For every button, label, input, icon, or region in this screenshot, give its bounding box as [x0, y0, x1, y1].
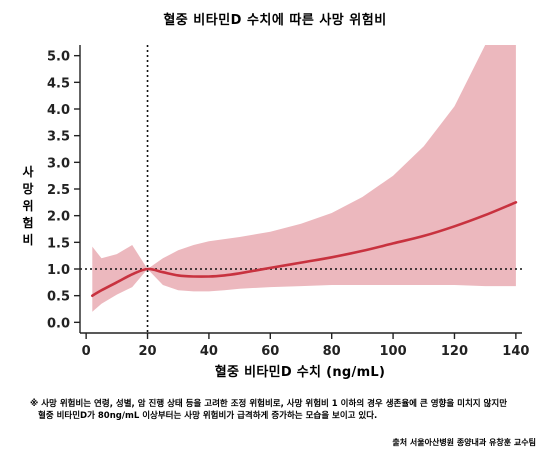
y-tick-label: 3.5 — [47, 130, 70, 145]
y-tick-label: 5.0 — [47, 50, 70, 65]
y-tick-label: 4.0 — [47, 103, 70, 118]
y-tick-label: 0.5 — [47, 290, 70, 305]
x-tick-label: 140 — [502, 344, 529, 359]
confidence-band-layer — [92, 45, 516, 312]
axes-layer: 0.0 0.5 1.0 1.5 2.0 2.5 3.0 3.5 4.0 4.5 5.0 0 20 40 60… — [47, 45, 529, 359]
x-tick-label: 100 — [380, 344, 407, 359]
footnote: ※ 사망 위험비는 연령, 성별, 암 진행 상태 등을 고려한 조정 위험비로… — [30, 398, 540, 422]
x-tick-label: 120 — [441, 344, 468, 359]
series-line-0 — [91, 201, 518, 297]
y-tick-label: 1.5 — [47, 236, 70, 251]
x-tick-label: 60 — [261, 344, 279, 359]
x-tick-label: 80 — [323, 344, 341, 359]
x-tick-label: 0 — [82, 344, 91, 359]
reference-lines-layer — [80, 45, 522, 333]
y-tick-label: 2.0 — [47, 210, 70, 225]
footnote-line-1: ※ 사망 위험비는 연령, 성별, 암 진행 상태 등을 고려한 조정 위험비로… — [30, 399, 508, 409]
x-axis-label: 혈중 비타민D 수치 (ng/mL) — [214, 365, 386, 380]
y-tick-label: 4.5 — [47, 76, 70, 91]
y-axis-label: 사망 위험비 — [22, 165, 34, 247]
confidence-band-0 — [92, 45, 516, 312]
y-tick-label: 0.0 — [47, 316, 70, 331]
x-tick-label: 20 — [138, 344, 156, 359]
chart-title: 혈중 비타민D 수치에 따른 사망 위험비 — [163, 13, 387, 28]
footnote-line-2: 혈중 비타민D가 80ng/mL 이상부터는 사망 위험비가 급격하게 증가하는… — [38, 411, 378, 421]
source-credit: 출처 서울아산병원 종양내과 유창훈 교수팀 — [392, 438, 536, 447]
y-tick-label: 2.5 — [47, 183, 70, 198]
y-tick-label: 3.0 — [47, 156, 70, 171]
y-tick-label: 1.0 — [47, 263, 70, 278]
x-tick-label: 40 — [200, 344, 218, 359]
series-line-layer — [91, 201, 518, 297]
